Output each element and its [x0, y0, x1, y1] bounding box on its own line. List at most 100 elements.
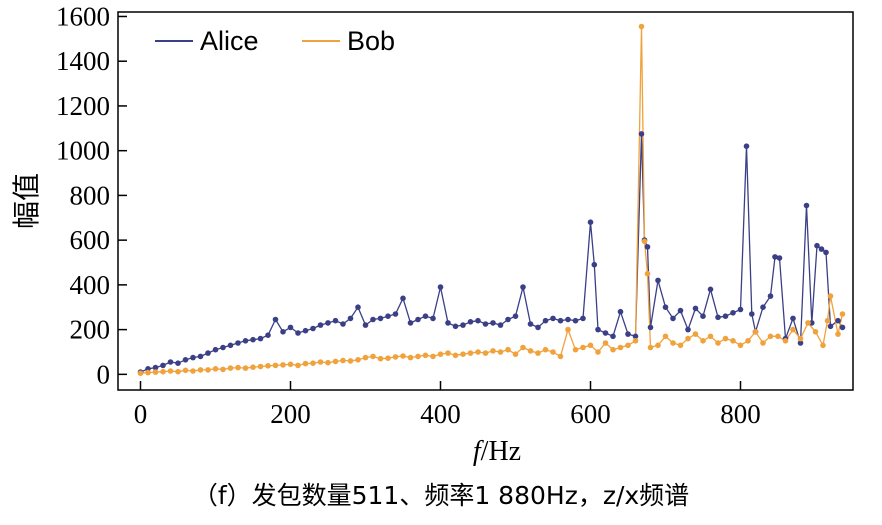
data-point-bob [490, 348, 496, 354]
data-point-bob [250, 364, 256, 371]
data-point-bob [685, 335, 691, 342]
data-point-alice [580, 315, 586, 322]
data-point-bob [550, 349, 556, 355]
legend: Alice Bob [155, 26, 395, 56]
x-tick-label: 600 [570, 399, 611, 429]
series-line-alice [140, 133, 844, 373]
data-point-alice [355, 304, 361, 311]
data-point-bob [190, 368, 196, 374]
data-point-alice [700, 313, 706, 320]
data-point-bob [707, 333, 714, 340]
data-point-bob [437, 351, 444, 358]
data-point-bob [347, 358, 354, 364]
data-point-alice [677, 307, 684, 314]
data-point-alice [655, 277, 661, 284]
data-point-bob [542, 346, 549, 353]
data-point-alice [182, 357, 189, 363]
data-point-bob [295, 362, 301, 369]
data-point-alice [422, 313, 429, 320]
y-tick-labels: 0 200 400 600 800 1000 1200 1400 1600 [56, 1, 110, 389]
data-point-alice [625, 331, 631, 337]
data-point-bob [625, 342, 631, 349]
data-point-bob [137, 370, 144, 377]
data-point-alice [452, 323, 459, 330]
data-point-bob [782, 338, 789, 344]
data-point-alice [475, 317, 481, 324]
data-point-alice [797, 340, 804, 346]
data-point-alice [647, 324, 654, 331]
data-point-alice [377, 315, 384, 322]
data-point-bob [557, 353, 564, 360]
data-point-bob [572, 346, 579, 353]
data-point-alice [257, 335, 264, 342]
data-point-alice [197, 353, 204, 360]
data-point-bob [205, 367, 211, 373]
data-point-bob [670, 340, 676, 346]
data-point-alice [839, 324, 846, 331]
data-point-bob [325, 359, 331, 366]
data-point-alice [280, 329, 286, 335]
x-tick-labels: 0 200 400 600 800 [134, 399, 761, 429]
data-point-alice [823, 249, 829, 256]
data-point-bob [505, 346, 511, 353]
data-point-bob [467, 350, 474, 356]
data-point-bob [257, 363, 264, 370]
x-tick-label: 400 [420, 399, 461, 429]
data-point-alice [370, 316, 376, 323]
data-point-bob [482, 350, 489, 356]
data-point-bob [182, 367, 189, 374]
data-point-alice [512, 313, 519, 320]
x-tick-label: 800 [720, 399, 761, 429]
data-point-alice [310, 325, 316, 332]
data-point-bob [415, 353, 421, 360]
data-point-alice [707, 286, 714, 293]
data-point-bob [475, 349, 481, 355]
y-tick-label: 200 [70, 315, 111, 345]
data-point-bob [805, 320, 811, 326]
y-tick-label: 1400 [56, 46, 110, 76]
data-point-alice [602, 330, 609, 336]
data-point-alice [175, 360, 181, 367]
data-point-bob [377, 355, 384, 362]
data-point-alice [167, 359, 174, 365]
data-point-bob [497, 349, 504, 355]
data-point-alice [557, 317, 564, 324]
data-point-alice [520, 284, 526, 290]
data-point-bob [460, 351, 466, 358]
data-point-bob [700, 338, 706, 344]
data-point-bob [610, 346, 616, 353]
data-point-alice [632, 333, 639, 340]
data-point-alice [497, 322, 504, 328]
data-point-bob [839, 311, 846, 317]
data-point-alice [638, 131, 645, 137]
data-point-alice [340, 321, 346, 327]
data-point-bob [827, 293, 834, 299]
data-point-alice [205, 350, 211, 356]
data-point-alice [272, 316, 279, 323]
data-point-bob [617, 344, 624, 351]
data-point-alice [760, 304, 766, 311]
data-point-bob [302, 360, 309, 367]
y-tick-label: 600 [70, 225, 111, 255]
data-point-bob [824, 317, 831, 324]
data-point-alice [818, 246, 825, 252]
data-point-alice [385, 313, 391, 320]
data-point-bob [730, 338, 736, 344]
data-point-bob [385, 355, 391, 362]
data-point-bob [715, 340, 721, 346]
data-point-alice [644, 244, 651, 250]
data-point-alice [295, 330, 301, 336]
data-point-bob [647, 344, 654, 351]
data-point-bob [737, 342, 744, 349]
data-point-bob [632, 338, 639, 344]
data-point-alice [235, 340, 241, 346]
data-point-bob [587, 342, 594, 349]
data-point-alice [814, 242, 820, 249]
data-point-bob [280, 362, 286, 368]
data-point-bob [362, 354, 369, 361]
data-point-alice [542, 317, 549, 324]
data-point-bob [580, 344, 586, 351]
data-point-bob [820, 342, 826, 349]
y-axis-title: 幅值 [11, 173, 43, 229]
data-point-alice [220, 344, 226, 351]
